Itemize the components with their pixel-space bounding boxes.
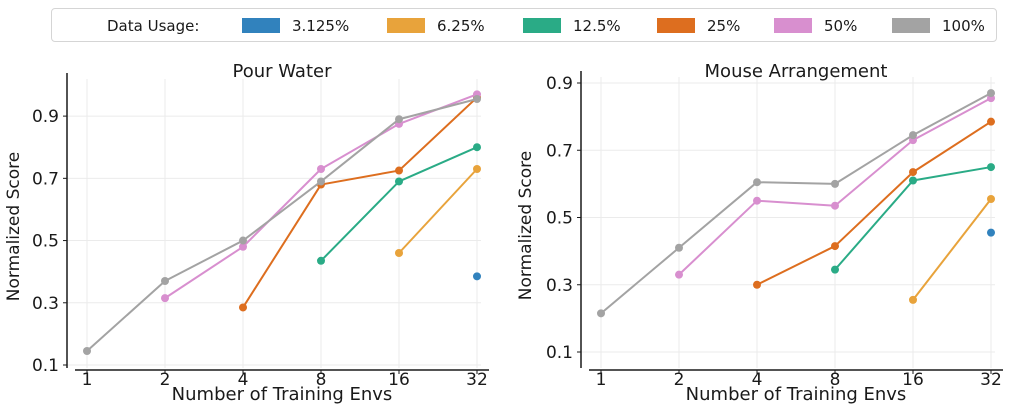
y-tick-label: 0.7 — [546, 141, 573, 161]
legend-label: 100% — [942, 17, 985, 35]
y-tick-label: 0.5 — [546, 209, 573, 229]
y-axis-title: Normalized Score — [4, 152, 24, 301]
legend-swatch — [657, 18, 695, 33]
y-tick-label: 0.1 — [32, 356, 59, 376]
data-point-100% — [83, 347, 91, 355]
data-point-25% — [831, 242, 839, 251]
legend-label: 3.125% — [292, 17, 350, 35]
data-point-100% — [987, 89, 995, 98]
x-tick-label: 4 — [752, 370, 763, 390]
series-line-6.25% — [912, 198, 992, 301]
data-point-25% — [909, 168, 917, 177]
data-point-100% — [909, 131, 917, 140]
data-point-100% — [753, 178, 761, 187]
x-tick-label: 1 — [596, 370, 607, 390]
data-point-25% — [395, 166, 403, 175]
data-point-50% — [161, 294, 169, 303]
y-tick-label: 0.1 — [546, 343, 573, 363]
legend-swatch — [774, 18, 812, 33]
x-tick-label: 8 — [830, 370, 841, 390]
series-line-100% — [86, 98, 478, 352]
data-point-3.125% — [987, 228, 995, 237]
legend-swatch — [387, 18, 425, 33]
y-tick-label: 0.9 — [32, 107, 59, 127]
data-point-100% — [239, 236, 247, 245]
x-tick-label: 32 — [466, 370, 488, 390]
y-tick-label: 0.5 — [32, 232, 59, 252]
data-point-25% — [753, 280, 761, 289]
series-line-6.25% — [398, 168, 478, 254]
x-tick-label: 4 — [238, 370, 249, 390]
data-point-50% — [239, 242, 247, 251]
chart-title: Mouse Arrangement — [705, 61, 888, 82]
legend-swatch — [523, 18, 561, 33]
data-point-12.5% — [473, 143, 481, 152]
data-point-50% — [317, 165, 325, 173]
x-tick-label: 2 — [160, 370, 171, 390]
data-point-100% — [597, 309, 605, 318]
x-axis-title: Number of Training Envs — [172, 384, 393, 405]
y-tick-label: 0.9 — [546, 74, 573, 94]
data-point-100% — [675, 243, 683, 252]
data-point-50% — [831, 201, 839, 210]
y-axis-title: Normalized Score — [516, 151, 536, 300]
data-point-6.25% — [909, 295, 917, 304]
legend-swatch — [892, 18, 930, 33]
data-point-50% — [753, 196, 761, 205]
data-point-25% — [239, 303, 247, 312]
x-tick-label: 32 — [980, 370, 1002, 390]
data-point-12.5% — [987, 163, 995, 172]
legend-title: Data Usage: — [107, 17, 200, 35]
legend-swatch — [242, 18, 280, 33]
data-point-100% — [473, 95, 481, 103]
x-tick-label: 2 — [674, 370, 685, 390]
x-tick-label: 1 — [82, 370, 93, 390]
data-point-25% — [987, 117, 995, 126]
legend-label: 25% — [707, 17, 741, 35]
data-point-100% — [317, 177, 325, 186]
data-point-12.5% — [317, 256, 325, 265]
data-point-6.25% — [395, 249, 403, 257]
legend: Data Usage: 3.125% 6.25% 12.5% 25% 50% 1… — [51, 8, 997, 42]
series-line-100% — [600, 92, 992, 315]
chart-title: Pour Water — [233, 61, 333, 82]
legend-label: 50% — [824, 17, 858, 35]
y-tick-label: 0.3 — [32, 294, 59, 314]
legend-label: 6.25% — [437, 17, 485, 35]
legend-label: 12.5% — [573, 17, 621, 35]
x-tick-label: 16 — [388, 370, 410, 390]
x-tick-label: 8 — [316, 370, 327, 390]
data-point-100% — [831, 179, 839, 188]
data-point-6.25% — [473, 165, 481, 173]
x-axis-title: Number of Training Envs — [686, 384, 907, 405]
y-tick-label: 0.7 — [32, 169, 59, 189]
chart-mouse-arrangement: 0.1 0.3 0.5 0.7 0.9 1 2 4 8 16 32 Mouse Arrangement… — [516, 61, 1003, 405]
y-tick-label: 0.3 — [546, 276, 573, 296]
data-point-6.25% — [987, 195, 995, 204]
data-point-3.125% — [473, 272, 481, 281]
series-line-25% — [756, 120, 992, 286]
x-tick-label: 16 — [902, 370, 924, 390]
data-point-12.5% — [909, 176, 917, 185]
data-point-12.5% — [395, 177, 403, 186]
data-point-12.5% — [831, 265, 839, 274]
chart-pour-water: 0.1 0.3 0.5 0.7 0.9 1 2 4 8 16 32 Pour Water Number … — [4, 61, 489, 405]
data-point-50% — [675, 270, 683, 279]
data-point-100% — [395, 115, 403, 124]
series-line-25% — [242, 96, 478, 308]
data-point-100% — [161, 277, 169, 285]
